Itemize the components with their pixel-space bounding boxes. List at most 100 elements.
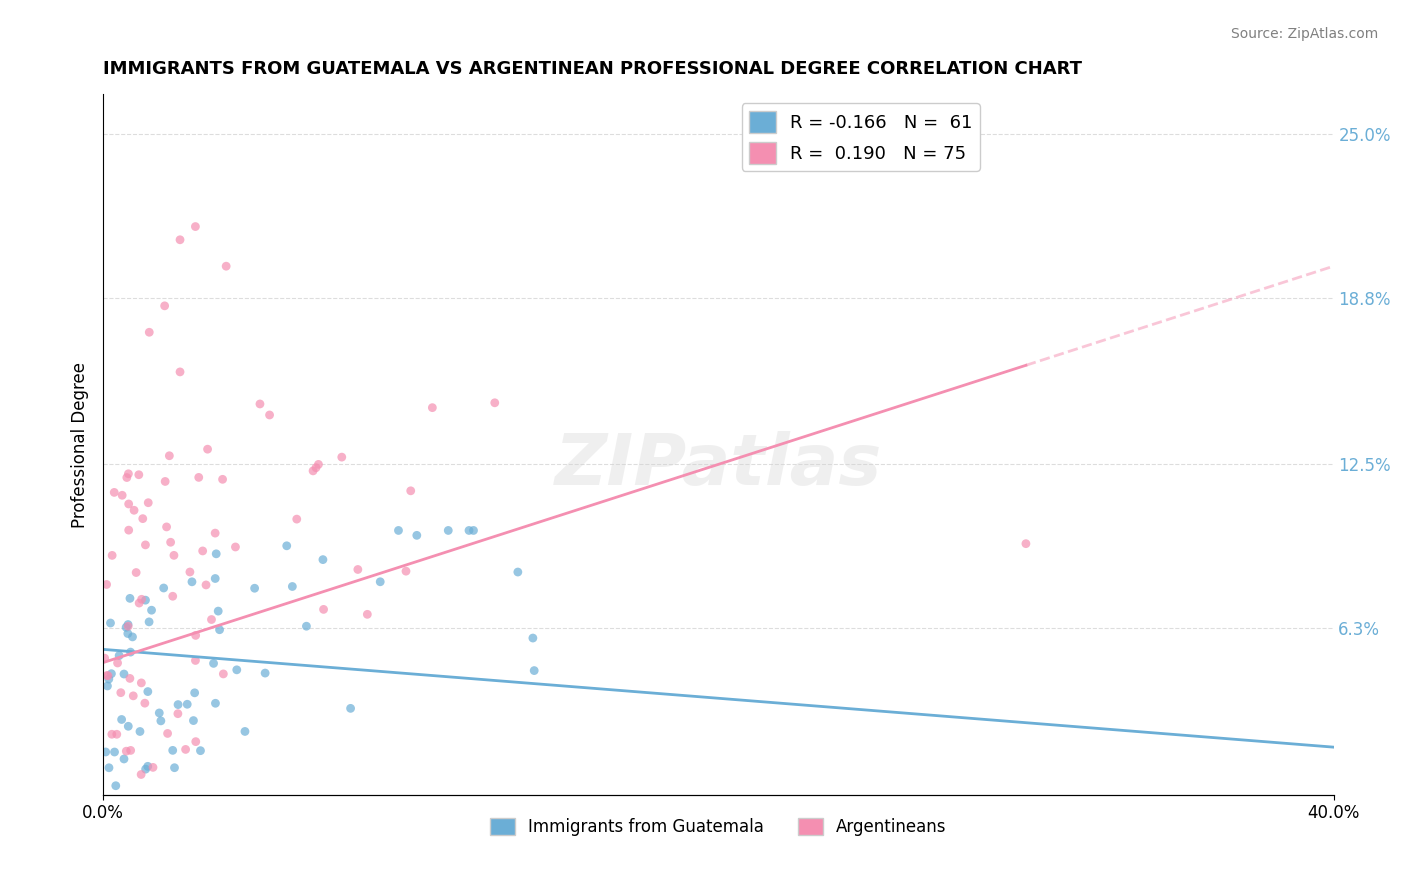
Point — [162, 743, 184, 757]
Point — [108, 648, 131, 663]
Point — [195, 578, 218, 592]
Point — [138, 325, 160, 339]
Point — [224, 540, 246, 554]
Point — [215, 259, 238, 273]
Point — [167, 698, 190, 712]
Point — [134, 538, 156, 552]
Point — [157, 449, 180, 463]
Point — [347, 562, 370, 576]
Point — [522, 631, 544, 645]
Point — [148, 706, 170, 720]
Point — [305, 460, 328, 475]
Point — [356, 607, 378, 622]
Point — [184, 219, 207, 234]
Point — [149, 714, 172, 728]
Point — [506, 565, 529, 579]
Point — [167, 706, 190, 721]
Point — [131, 676, 153, 690]
Point — [204, 696, 226, 710]
Point — [174, 742, 197, 756]
Point — [142, 760, 165, 774]
Point — [103, 485, 125, 500]
Point — [184, 653, 207, 667]
Point — [100, 666, 122, 681]
Point — [115, 620, 138, 634]
Point — [368, 574, 391, 589]
Point — [181, 574, 204, 589]
Point — [135, 762, 157, 776]
Point — [302, 464, 325, 478]
Point — [134, 696, 156, 710]
Point — [100, 615, 122, 630]
Point — [138, 615, 160, 629]
Point — [162, 589, 184, 603]
Point — [115, 470, 138, 484]
Point — [249, 397, 271, 411]
Point — [225, 663, 247, 677]
Point — [184, 628, 207, 642]
Point — [110, 686, 132, 700]
Point — [205, 547, 228, 561]
Point — [101, 549, 124, 563]
Text: IMMIGRANTS FROM GUATEMALA VS ARGENTINEAN PROFESSIONAL DEGREE CORRELATION CHART: IMMIGRANTS FROM GUATEMALA VS ARGENTINEAN… — [103, 60, 1083, 78]
Point — [120, 645, 142, 659]
Point — [243, 581, 266, 595]
Point — [118, 497, 141, 511]
Point — [97, 669, 120, 683]
Point — [523, 664, 546, 678]
Point — [183, 714, 205, 728]
Point — [458, 524, 481, 538]
Point — [156, 726, 179, 740]
Point — [101, 727, 124, 741]
Point — [96, 679, 118, 693]
Point — [136, 496, 159, 510]
Point — [159, 535, 181, 549]
Point — [463, 524, 485, 538]
Point — [115, 744, 138, 758]
Point — [259, 408, 281, 422]
Point — [122, 689, 145, 703]
Point — [117, 467, 139, 481]
Point — [131, 592, 153, 607]
Point — [190, 744, 212, 758]
Point — [141, 603, 163, 617]
Point — [233, 724, 256, 739]
Point — [200, 613, 222, 627]
Point — [112, 667, 135, 681]
Point — [295, 619, 318, 633]
Point — [136, 684, 159, 698]
Point — [212, 667, 235, 681]
Point — [281, 580, 304, 594]
Point — [96, 577, 118, 591]
Point — [169, 365, 191, 379]
Point — [120, 743, 142, 757]
Point — [117, 719, 139, 733]
Point — [153, 299, 176, 313]
Point — [134, 593, 156, 607]
Point — [111, 488, 134, 502]
Point — [330, 450, 353, 464]
Point — [96, 668, 118, 682]
Point — [125, 566, 148, 580]
Point — [484, 396, 506, 410]
Point — [155, 520, 177, 534]
Point — [122, 503, 145, 517]
Point — [276, 539, 298, 553]
Y-axis label: Professional Degree: Professional Degree — [72, 361, 89, 527]
Point — [128, 596, 150, 610]
Legend: Immigrants from Guatemala, Argentineans: Immigrants from Guatemala, Argentineans — [484, 811, 953, 842]
Point — [97, 672, 120, 686]
Point — [197, 442, 219, 457]
Point — [399, 483, 422, 498]
Point — [118, 523, 141, 537]
Point — [105, 727, 128, 741]
Point — [136, 759, 159, 773]
Point — [339, 701, 361, 715]
Point — [285, 512, 308, 526]
Point — [104, 779, 127, 793]
Point — [93, 651, 115, 665]
Point — [163, 761, 186, 775]
Point — [437, 524, 460, 538]
Point — [184, 734, 207, 748]
Text: Source: ZipAtlas.com: Source: ZipAtlas.com — [1230, 27, 1378, 41]
